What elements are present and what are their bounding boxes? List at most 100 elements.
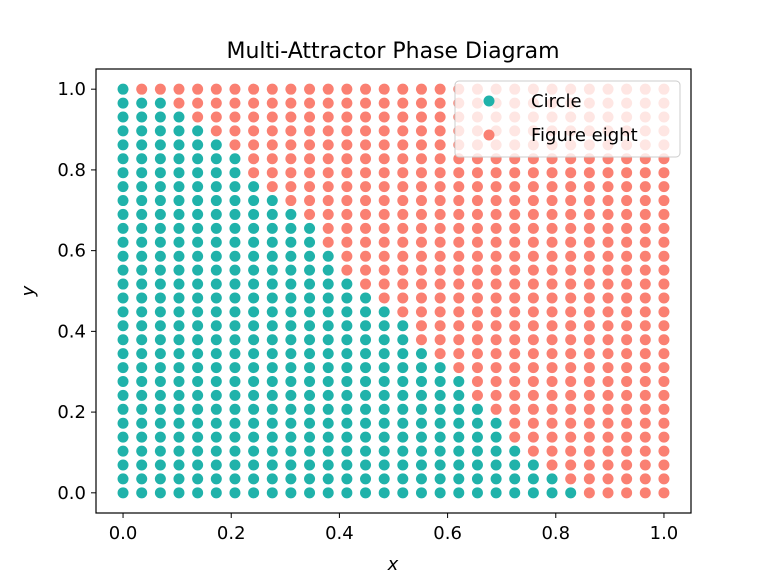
point-figure-eight	[658, 320, 670, 332]
point-circle	[192, 389, 204, 401]
point-figure-eight	[304, 125, 316, 137]
y-tick-label: 1.0	[57, 79, 86, 100]
point-figure-eight	[360, 111, 372, 123]
point-circle	[285, 236, 297, 248]
point-circle	[173, 473, 185, 485]
y-tick-label: 0.6	[57, 241, 86, 262]
point-circle	[266, 459, 278, 471]
point-figure-eight	[583, 292, 595, 304]
point-figure-eight	[602, 403, 614, 415]
point-circle	[210, 167, 222, 179]
point-circle	[322, 403, 334, 415]
point-circle	[285, 334, 297, 346]
point-figure-eight	[434, 167, 446, 179]
point-figure-eight	[583, 181, 595, 193]
point-figure-eight	[583, 487, 595, 499]
point-figure-eight	[583, 389, 595, 401]
point-circle	[415, 362, 427, 374]
point-figure-eight	[434, 181, 446, 193]
point-circle	[378, 403, 390, 415]
point-figure-eight	[434, 292, 446, 304]
point-circle	[117, 459, 129, 471]
point-figure-eight	[360, 139, 372, 151]
point-circle	[266, 195, 278, 207]
point-circle	[341, 348, 353, 360]
point-figure-eight	[322, 153, 334, 165]
point-circle	[266, 389, 278, 401]
point-circle	[154, 292, 166, 304]
point-circle	[285, 222, 297, 234]
point-circle	[210, 181, 222, 193]
point-circle	[117, 417, 129, 429]
point-figure-eight	[434, 250, 446, 262]
point-figure-eight	[527, 417, 539, 429]
point-figure-eight	[378, 125, 390, 137]
point-circle	[192, 320, 204, 332]
point-figure-eight	[341, 250, 353, 262]
point-circle	[415, 403, 427, 415]
point-figure-eight	[509, 389, 521, 401]
point-circle	[397, 487, 409, 499]
point-figure-eight	[621, 306, 633, 318]
point-figure-eight	[658, 362, 670, 374]
point-figure-eight	[285, 195, 297, 207]
point-circle	[136, 181, 148, 193]
point-figure-eight	[639, 473, 651, 485]
plot-area-frame	[95, 68, 692, 514]
point-circle	[192, 459, 204, 471]
point-circle	[490, 473, 502, 485]
point-circle	[415, 445, 427, 457]
point-figure-eight	[565, 264, 577, 276]
point-circle	[229, 236, 241, 248]
point-circle	[304, 362, 316, 374]
point-figure-eight	[378, 167, 390, 179]
point-figure-eight	[341, 167, 353, 179]
point-circle	[490, 445, 502, 457]
point-figure-eight	[583, 320, 595, 332]
point-figure-eight	[639, 236, 651, 248]
point-circle	[173, 139, 185, 151]
point-circle	[285, 431, 297, 443]
point-figure-eight	[341, 97, 353, 109]
point-figure-eight	[621, 403, 633, 415]
point-figure-eight	[509, 306, 521, 318]
point-figure-eight	[453, 236, 465, 248]
point-circle	[192, 250, 204, 262]
point-figure-eight	[565, 445, 577, 457]
point-circle	[136, 348, 148, 360]
point-figure-eight	[192, 97, 204, 109]
point-circle	[397, 320, 409, 332]
point-circle	[210, 320, 222, 332]
point-figure-eight	[658, 487, 670, 499]
point-figure-eight	[621, 167, 633, 179]
point-circle	[154, 334, 166, 346]
point-figure-eight	[583, 473, 595, 485]
point-figure-eight	[304, 83, 316, 95]
point-figure-eight	[248, 139, 260, 151]
point-circle	[154, 181, 166, 193]
point-figure-eight	[471, 167, 483, 179]
point-circle	[397, 403, 409, 415]
point-circle	[434, 375, 446, 387]
point-circle	[509, 445, 521, 457]
point-figure-eight	[360, 153, 372, 165]
point-figure-eight	[583, 208, 595, 220]
point-figure-eight	[583, 403, 595, 415]
point-circle	[453, 403, 465, 415]
point-figure-eight	[360, 83, 372, 95]
point-circle	[154, 236, 166, 248]
point-figure-eight	[322, 222, 334, 234]
point-figure-eight	[565, 362, 577, 374]
point-figure-eight	[546, 208, 558, 220]
point-circle	[471, 431, 483, 443]
point-figure-eight	[546, 320, 558, 332]
point-circle	[136, 139, 148, 151]
point-circle	[304, 431, 316, 443]
point-circle	[248, 208, 260, 220]
point-figure-eight	[322, 167, 334, 179]
point-figure-eight	[546, 306, 558, 318]
point-circle	[285, 264, 297, 276]
point-figure-eight	[490, 195, 502, 207]
point-figure-eight	[583, 195, 595, 207]
